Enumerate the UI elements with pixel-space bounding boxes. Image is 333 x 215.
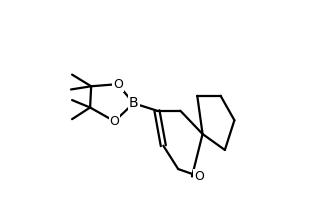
Text: O: O xyxy=(194,170,204,183)
Text: B: B xyxy=(129,96,139,110)
Text: O: O xyxy=(110,115,120,128)
Text: O: O xyxy=(113,78,123,91)
